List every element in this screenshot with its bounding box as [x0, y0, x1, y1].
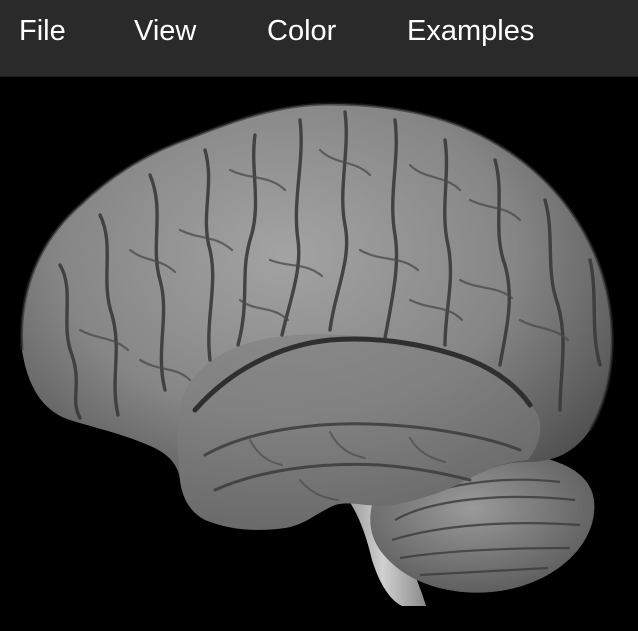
brain-3d-surface-icon	[20, 102, 614, 606]
render-viewport[interactable]	[0, 77, 638, 631]
menu-examples[interactable]: Examples	[407, 15, 535, 47]
menu-file[interactable]: File	[19, 15, 66, 47]
temporal-lobe-shape	[178, 334, 541, 530]
menu-color[interactable]: Color	[267, 15, 337, 47]
menu-view[interactable]: View	[134, 15, 197, 47]
menu-bar: File View Color Examples	[0, 0, 638, 77]
